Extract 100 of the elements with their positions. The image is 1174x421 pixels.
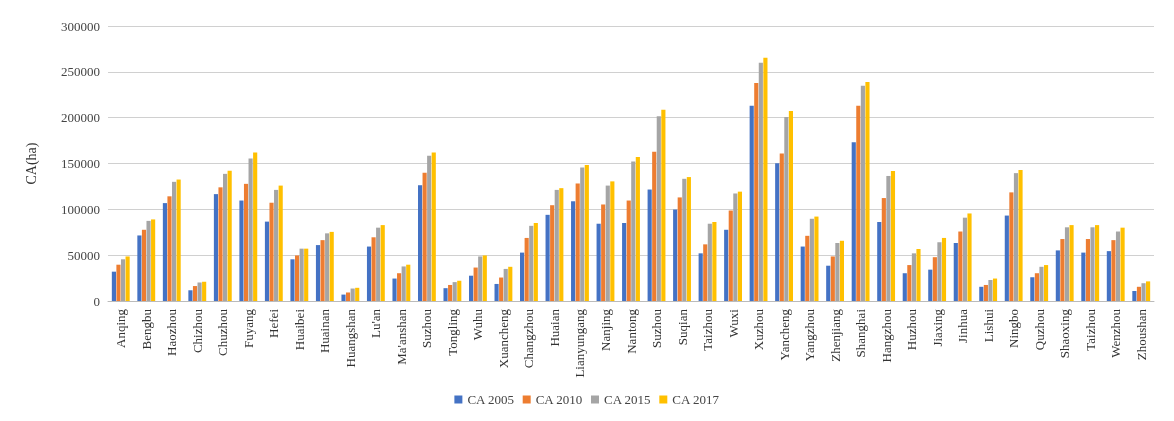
bar xyxy=(622,222,627,301)
x-tick-label: Yangzhou xyxy=(802,308,818,362)
bar xyxy=(937,242,942,301)
x-tick-label: Bengbu xyxy=(138,308,154,350)
bar xyxy=(958,231,963,301)
bar xyxy=(805,235,810,301)
bar xyxy=(1018,169,1023,301)
bar xyxy=(350,288,355,301)
bar xyxy=(443,288,448,301)
bar xyxy=(473,267,478,301)
x-tick-label: Zhenjiang xyxy=(827,308,843,362)
bar xyxy=(192,286,198,301)
bar xyxy=(673,209,678,301)
x-tick-label: Huzhou xyxy=(904,308,920,351)
y-tick-label: 100000 xyxy=(61,201,100,217)
bar xyxy=(983,284,988,301)
bar xyxy=(809,218,814,301)
bar xyxy=(355,287,360,301)
x-tick-label: Suzhou xyxy=(419,308,435,348)
bar xyxy=(788,110,793,301)
bar xyxy=(243,183,249,301)
bar xyxy=(448,284,453,301)
bar xyxy=(682,178,687,301)
bar xyxy=(366,246,372,301)
y-tick-label: 150000 xyxy=(61,156,100,171)
bar xyxy=(239,200,244,301)
bar xyxy=(647,189,652,301)
bar xyxy=(1095,225,1100,301)
bar xyxy=(575,183,580,301)
x-tick-label: Wenzhou xyxy=(1108,308,1124,358)
bar xyxy=(503,268,508,301)
bar xyxy=(749,105,754,301)
bar xyxy=(1069,225,1074,301)
bar xyxy=(839,240,845,301)
bar xyxy=(728,210,733,301)
bar xyxy=(120,259,126,301)
bar xyxy=(631,161,636,301)
bar xyxy=(1034,273,1039,301)
bar xyxy=(826,265,831,301)
legend-label: CA 2005 xyxy=(467,392,514,407)
bar xyxy=(1111,240,1116,301)
bar xyxy=(371,237,376,301)
bar xyxy=(376,227,381,301)
bar xyxy=(698,253,703,301)
x-tick-label: Nantong xyxy=(623,308,639,354)
bar xyxy=(545,214,550,301)
bar xyxy=(223,173,228,301)
bar xyxy=(188,290,193,301)
bar xyxy=(269,202,274,301)
bar xyxy=(1064,227,1070,301)
bar xyxy=(478,256,483,301)
bar xyxy=(469,275,474,301)
bar xyxy=(1043,265,1049,301)
bar xyxy=(1060,239,1065,301)
bar xyxy=(656,116,661,301)
bar xyxy=(703,244,708,301)
bar xyxy=(1039,266,1044,301)
bar xyxy=(264,221,270,301)
bar xyxy=(401,266,406,301)
bar xyxy=(571,201,576,301)
bar xyxy=(508,266,513,301)
bar xyxy=(315,245,321,301)
bar xyxy=(167,196,172,301)
bar xyxy=(886,175,891,301)
bar xyxy=(686,177,691,301)
bar xyxy=(988,280,993,301)
bar xyxy=(967,213,972,301)
x-tick-label: Lu'an xyxy=(368,308,384,339)
bar xyxy=(992,278,998,301)
x-tick-label: Fuyang xyxy=(240,308,256,348)
y-tick-label: 250000 xyxy=(61,64,100,80)
bar xyxy=(213,194,219,301)
x-tick-label: Jinhua xyxy=(955,308,971,343)
bar xyxy=(907,265,912,301)
bar xyxy=(427,155,432,301)
bar xyxy=(877,221,882,301)
bar xyxy=(1009,192,1014,301)
bar xyxy=(851,142,856,301)
bar xyxy=(346,292,351,301)
bar xyxy=(417,185,423,301)
bar xyxy=(911,253,916,301)
bar xyxy=(248,158,253,301)
bar xyxy=(596,223,601,301)
bar xyxy=(601,204,606,301)
bar xyxy=(533,222,538,301)
x-tick-label: Ma'anshan xyxy=(393,308,409,365)
x-tick-label: Yancheng xyxy=(776,308,792,361)
x-tick-label: Taizhou xyxy=(1082,308,1098,351)
bar xyxy=(661,109,666,301)
x-tick-label: Huainan xyxy=(317,308,333,354)
x-tick-label: Nanjing xyxy=(597,308,613,351)
bar xyxy=(380,225,385,301)
x-tick-label: Huaibei xyxy=(291,308,307,351)
bar xyxy=(137,235,142,301)
bar xyxy=(141,229,147,301)
bar xyxy=(397,273,402,301)
bar xyxy=(294,255,300,301)
bar xyxy=(652,151,657,301)
bar xyxy=(116,264,121,301)
x-tick-label: Wuxi xyxy=(725,308,741,338)
